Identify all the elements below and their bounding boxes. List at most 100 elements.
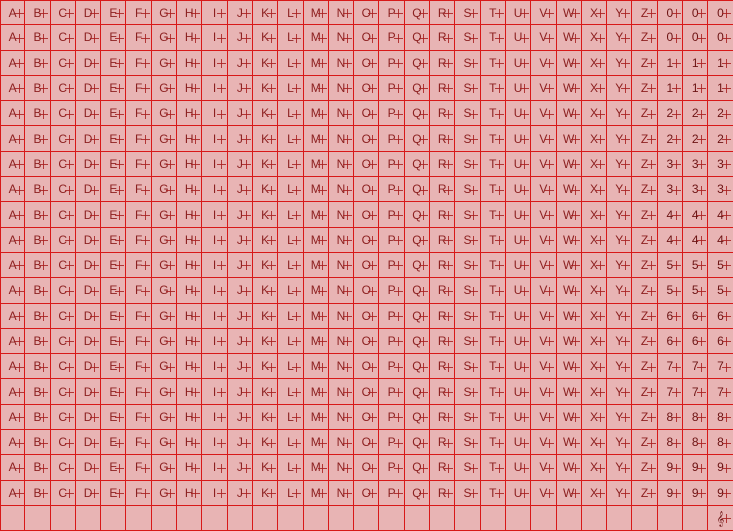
grid-cell: M bbox=[303, 430, 329, 456]
grid-cell: H bbox=[177, 25, 203, 51]
grid-cell: Z bbox=[632, 126, 658, 152]
grid-cell: J bbox=[227, 404, 253, 431]
grid-cell-empty bbox=[303, 505, 329, 531]
grid-cell: V bbox=[531, 303, 557, 329]
grid-cell: W bbox=[556, 480, 582, 506]
grid-cell: G bbox=[151, 151, 178, 178]
grid-cell: V bbox=[531, 354, 557, 380]
grid-cell: R bbox=[430, 25, 456, 51]
grid-cell: Z bbox=[632, 151, 658, 178]
grid-cell: X bbox=[581, 354, 608, 380]
grid-cell: M bbox=[303, 404, 329, 431]
grid-cell: E bbox=[101, 379, 127, 405]
grid-cell: 0 bbox=[657, 25, 684, 51]
grid-cell: J bbox=[227, 278, 253, 304]
grid-cell: G bbox=[151, 177, 178, 203]
grid-cell: L bbox=[278, 227, 304, 253]
grid-cell: E bbox=[101, 404, 127, 431]
grid-cell: M bbox=[303, 278, 329, 304]
grid-cell: M bbox=[303, 303, 329, 329]
grid-cell: 8 bbox=[708, 404, 733, 431]
grid-cell: E bbox=[101, 25, 127, 51]
grid-cell: I bbox=[202, 252, 228, 279]
grid-cell: B bbox=[25, 126, 51, 152]
grid-cell: R bbox=[430, 126, 456, 152]
grid-cell: Q bbox=[404, 50, 431, 76]
grid-cell: X bbox=[581, 0, 608, 26]
grid-cell: X bbox=[581, 379, 608, 405]
grid-cell: X bbox=[581, 303, 608, 329]
grid-cell: H bbox=[177, 303, 203, 329]
grid-cell: S bbox=[455, 75, 481, 102]
grid-cell: H bbox=[177, 75, 203, 102]
grid-cell: Y bbox=[607, 126, 633, 152]
grid-cell: N bbox=[328, 480, 355, 506]
grid-cell: Z bbox=[632, 0, 658, 26]
grid-cell: A bbox=[0, 404, 26, 431]
grid-cell: B bbox=[25, 252, 51, 279]
grid-cell: L bbox=[278, 430, 304, 456]
grid-cell: N bbox=[328, 328, 355, 355]
grid-cell: N bbox=[328, 151, 355, 178]
grid-cell: H bbox=[177, 101, 203, 127]
grid-cell: M bbox=[303, 455, 329, 481]
grid-cell-empty bbox=[607, 505, 633, 531]
grid-cell: T bbox=[480, 455, 506, 481]
grid-cell: V bbox=[531, 202, 557, 228]
grid-cell: N bbox=[328, 0, 355, 26]
grid-cell: G bbox=[151, 303, 178, 329]
grid-cell: G bbox=[151, 25, 178, 51]
grid-cell: T bbox=[480, 303, 506, 329]
grid-cell: O bbox=[354, 227, 380, 253]
grid-cell: Q bbox=[404, 278, 431, 304]
grid-cell: H bbox=[177, 455, 203, 481]
grid-cell: I bbox=[202, 404, 228, 431]
grid-cell: 3 bbox=[683, 151, 709, 178]
grid-cell: 6 bbox=[708, 303, 733, 329]
grid-cell: H bbox=[177, 354, 203, 380]
grid-cell: J bbox=[227, 50, 253, 76]
grid-cell: L bbox=[278, 202, 304, 228]
grid-cell: G bbox=[151, 328, 178, 355]
grid-cell: L bbox=[278, 278, 304, 304]
grid-cell: R bbox=[430, 0, 456, 26]
grid-cell: J bbox=[227, 379, 253, 405]
grid-cell: P bbox=[379, 278, 405, 304]
grid-cell: V bbox=[531, 278, 557, 304]
grid-cell: U bbox=[505, 480, 532, 506]
grid-cell: U bbox=[505, 455, 532, 481]
grid-cell: T bbox=[480, 430, 506, 456]
grid-cell: A bbox=[0, 430, 26, 456]
grid-cell-empty bbox=[252, 505, 279, 531]
grid-cell: Q bbox=[404, 25, 431, 51]
grid-cell: Y bbox=[607, 430, 633, 456]
grid-cell: U bbox=[505, 430, 532, 456]
grid-cell: 9 bbox=[657, 455, 684, 481]
grid-cell: T bbox=[480, 101, 506, 127]
grid-cell: 2 bbox=[708, 101, 733, 127]
grid-cell-empty bbox=[632, 505, 658, 531]
grid-cell: D bbox=[75, 430, 102, 456]
grid-cell: P bbox=[379, 50, 405, 76]
grid-cell: I bbox=[202, 455, 228, 481]
grid-cell: W bbox=[556, 25, 582, 51]
grid-cell: I bbox=[202, 25, 228, 51]
grid-cell: L bbox=[278, 101, 304, 127]
grid-cell: R bbox=[430, 480, 456, 506]
grid-cell: Y bbox=[607, 0, 633, 26]
grid-cell: Y bbox=[607, 202, 633, 228]
grid-cell: G bbox=[151, 252, 178, 279]
grid-cell: K bbox=[252, 455, 279, 481]
grid-cell: X bbox=[581, 455, 608, 481]
grid-cell: 6 bbox=[683, 303, 709, 329]
grid-cell: J bbox=[227, 328, 253, 355]
grid-cell: A bbox=[0, 252, 26, 279]
grid-cell: 4 bbox=[657, 227, 684, 253]
grid-cell: O bbox=[354, 379, 380, 405]
grid-cell-empty bbox=[581, 505, 608, 531]
grid-cell: X bbox=[581, 252, 608, 279]
grid-cell: L bbox=[278, 303, 304, 329]
grid-cell: A bbox=[0, 278, 26, 304]
grid-cell: F bbox=[126, 50, 152, 76]
grid-cell: E bbox=[101, 328, 127, 355]
